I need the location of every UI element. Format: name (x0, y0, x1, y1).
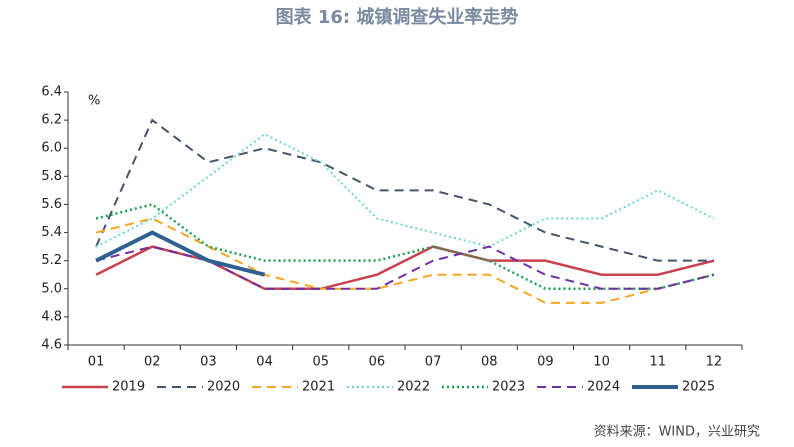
y-tick-label: 6.2 (41, 113, 62, 128)
series-line (95, 132, 715, 248)
x-tick-label: 10 (593, 355, 610, 370)
x-tick-label: 06 (369, 355, 386, 370)
y-tick-label: 4.8 (41, 309, 62, 324)
y-tick-label: 5.6 (41, 197, 62, 212)
legend-label: 2019 (112, 380, 145, 395)
y-unit: % (88, 94, 100, 109)
x-tick-label: 02 (144, 355, 161, 370)
x-tick-label: 01 (88, 355, 105, 370)
x-tick-label: 09 (537, 355, 554, 370)
chart-title: 图表 16: 城镇调查失业率走势 (276, 6, 519, 28)
y-tick-label: 4.6 (41, 338, 62, 353)
x-tick-label: 03 (200, 355, 217, 370)
x-tick-label: 08 (481, 355, 498, 370)
y-tick-label: 5.2 (41, 253, 62, 268)
source: 资料来源：WIND，兴业研究 (594, 425, 760, 440)
series-line (95, 118, 714, 262)
legend-label: 2025 (682, 380, 715, 395)
series-line (95, 245, 715, 290)
legend-label: 2023 (492, 380, 525, 395)
x-tick-label: 07 (425, 355, 442, 370)
legend-label: 2020 (207, 380, 240, 395)
x-tick-label: 04 (256, 355, 273, 370)
legend-label: 2021 (302, 380, 335, 395)
y-tick-label: 5.8 (41, 169, 62, 184)
y-tick-label: 5.4 (41, 225, 62, 240)
x-tick-label: 05 (312, 355, 329, 370)
x-tick-label: 11 (649, 355, 666, 370)
y-tick-label: 6.0 (41, 141, 62, 156)
y-tick-label: 6.4 (41, 85, 62, 100)
x-tick-label: 12 (706, 355, 723, 370)
y-tick-label: 5.0 (41, 281, 62, 296)
legend-label: 2022 (397, 380, 430, 395)
series-line (95, 217, 715, 304)
series-line (95, 230, 266, 277)
series-line (95, 203, 715, 291)
legend-label: 2024 (587, 380, 620, 395)
